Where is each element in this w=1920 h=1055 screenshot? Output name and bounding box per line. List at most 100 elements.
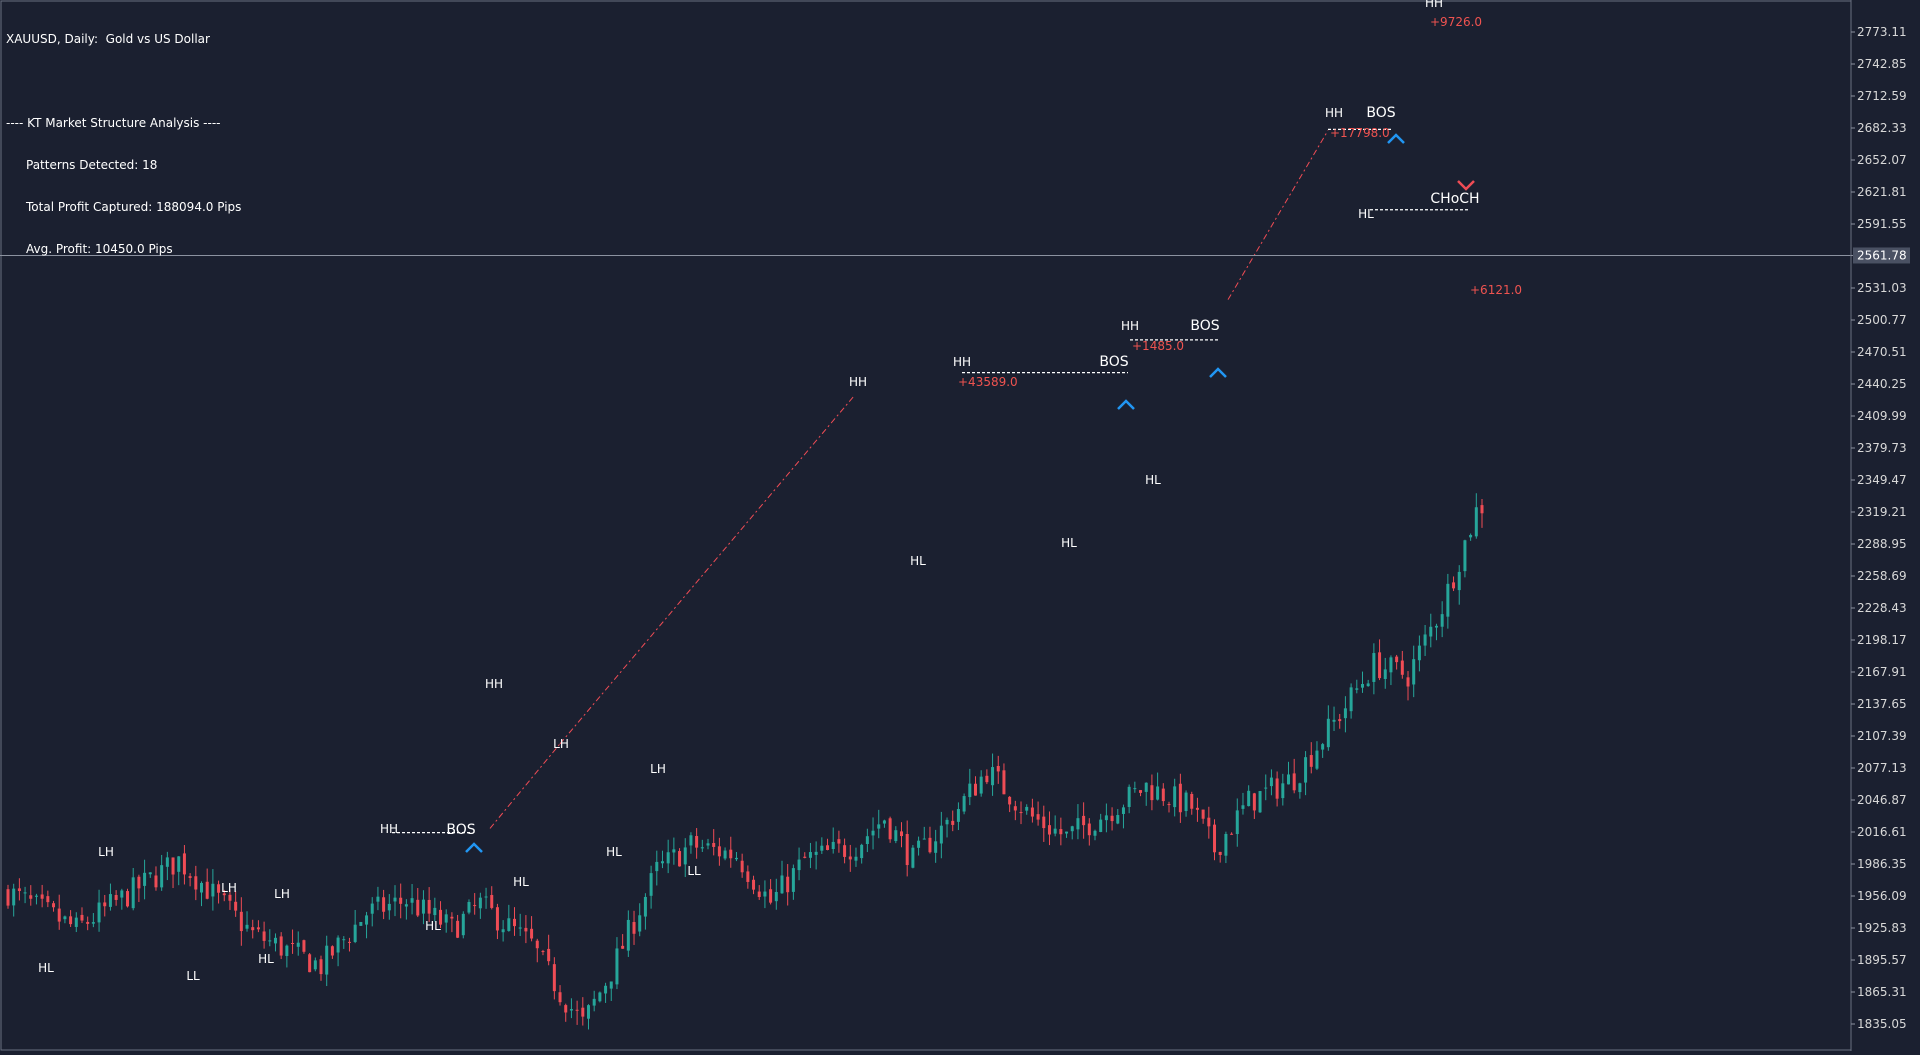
candle-body bbox=[934, 841, 938, 853]
candle-body bbox=[302, 940, 306, 952]
candle-body bbox=[1042, 816, 1046, 829]
candle-body bbox=[239, 911, 243, 932]
candle-body bbox=[256, 927, 260, 930]
candle-body bbox=[1241, 805, 1245, 809]
candle-body bbox=[877, 824, 881, 829]
candle-body bbox=[632, 922, 636, 934]
candle-body bbox=[262, 931, 266, 941]
candle-body bbox=[973, 783, 977, 796]
candle-body bbox=[34, 895, 38, 897]
candle-body bbox=[797, 859, 801, 871]
candle-body bbox=[273, 937, 277, 944]
candle-body bbox=[1406, 677, 1410, 687]
candle-body bbox=[1269, 777, 1273, 787]
candle-body bbox=[1025, 806, 1029, 811]
candle-body bbox=[1469, 534, 1473, 538]
candle-body bbox=[552, 964, 556, 992]
current-price-label: 2561.78 bbox=[1857, 248, 1907, 262]
candle-body bbox=[1292, 773, 1296, 791]
swing-label: HL bbox=[1061, 536, 1077, 550]
candle-body bbox=[1383, 669, 1387, 679]
bos-arrow-icon bbox=[465, 842, 483, 853]
candle-body bbox=[569, 1009, 573, 1011]
candle-body bbox=[820, 845, 824, 851]
candle-body bbox=[330, 946, 334, 956]
candle-body bbox=[626, 919, 630, 951]
candle-body bbox=[1002, 770, 1006, 795]
candle-body bbox=[831, 841, 835, 850]
candle-body bbox=[80, 914, 84, 921]
candle-body bbox=[609, 981, 613, 989]
candle-body bbox=[40, 894, 44, 899]
profit-label: +17798.0 bbox=[1330, 126, 1390, 140]
candle-body bbox=[171, 857, 175, 875]
candle-body bbox=[513, 918, 517, 927]
profit-label: +6121.0 bbox=[1470, 283, 1522, 297]
candle-body bbox=[922, 838, 926, 840]
price-tick-label: 2349.47 bbox=[1857, 473, 1907, 487]
candle-body bbox=[1463, 540, 1467, 572]
price-tick-label: 2046.87 bbox=[1857, 793, 1907, 807]
price-tick-label: 2258.69 bbox=[1857, 569, 1907, 583]
analysis-header: ---- KT Market Structure Analysis ---- bbox=[6, 116, 221, 130]
candle-body bbox=[165, 857, 169, 867]
swing-label: LH bbox=[98, 845, 114, 859]
candle-body bbox=[860, 844, 864, 859]
candle-body bbox=[114, 895, 118, 900]
swing-label: HL bbox=[1358, 207, 1374, 221]
candle-body bbox=[581, 1007, 585, 1017]
candle-body bbox=[387, 903, 391, 911]
candle-body bbox=[279, 936, 283, 956]
candle-body bbox=[433, 907, 437, 916]
candle-body bbox=[421, 899, 425, 914]
swing-label: HL bbox=[425, 919, 441, 933]
structure-label: CHoCH bbox=[1430, 191, 1479, 207]
candle-body bbox=[52, 903, 56, 908]
candle-body bbox=[1224, 833, 1228, 856]
candle-body bbox=[1053, 828, 1057, 834]
candle-body bbox=[359, 922, 363, 926]
candle-body bbox=[888, 818, 892, 840]
candle-body bbox=[1355, 688, 1359, 690]
candle-body bbox=[979, 776, 983, 794]
price-tick-label: 2409.99 bbox=[1857, 409, 1907, 423]
candle-body bbox=[1457, 571, 1461, 591]
candle-body bbox=[757, 891, 761, 897]
bos-arrow-icon bbox=[1117, 399, 1135, 410]
candle-body bbox=[365, 915, 369, 925]
candle-body bbox=[1087, 823, 1091, 836]
swing-label: HL bbox=[258, 952, 274, 966]
swing-label: LH bbox=[221, 881, 237, 895]
candle-body bbox=[621, 945, 625, 949]
candle-body bbox=[706, 843, 710, 846]
candle-body bbox=[894, 830, 898, 842]
structure-label: BOS bbox=[446, 822, 475, 838]
candle-body bbox=[769, 889, 773, 903]
candle-body bbox=[342, 939, 346, 941]
candle-body bbox=[1059, 829, 1063, 835]
candle-body bbox=[1429, 626, 1433, 637]
candle-body bbox=[439, 909, 443, 925]
analysis-panel: XAUUSD, Daily: Gold vs US Dollar ---- KT… bbox=[6, 4, 241, 270]
candle-body bbox=[808, 852, 812, 858]
candle-body bbox=[638, 915, 642, 932]
candle-body bbox=[495, 907, 499, 931]
candle-body bbox=[467, 901, 471, 913]
swing-label: HH bbox=[1325, 106, 1343, 120]
candle-body bbox=[786, 876, 790, 893]
candle-body bbox=[729, 849, 733, 859]
candle-body bbox=[660, 861, 664, 864]
blank-line bbox=[6, 74, 241, 88]
swing-label: HH bbox=[1121, 319, 1139, 333]
candle-body bbox=[1378, 652, 1382, 679]
candle-body bbox=[814, 851, 818, 855]
candle-body bbox=[1110, 815, 1114, 822]
price-tick-label: 2470.51 bbox=[1857, 345, 1907, 359]
candle-body bbox=[416, 899, 420, 916]
candle-body bbox=[177, 856, 181, 872]
candle-body bbox=[928, 837, 932, 853]
zigzag-line bbox=[1227, 130, 1329, 300]
candle-body bbox=[444, 914, 448, 923]
